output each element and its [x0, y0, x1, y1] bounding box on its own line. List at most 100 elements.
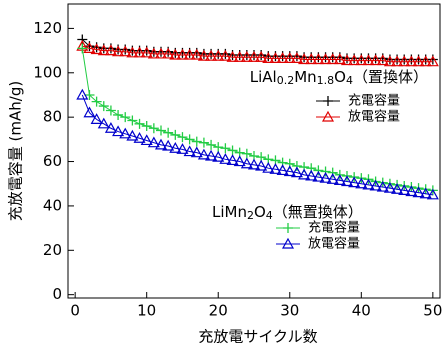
triangle-marker — [283, 52, 296, 63]
triangle-marker — [348, 54, 361, 66]
triangle-marker — [119, 127, 132, 139]
triangle-marker — [169, 48, 182, 60]
triangle-marker — [269, 52, 282, 63]
triangle-marker — [276, 164, 289, 176]
triangle-marker — [262, 52, 275, 63]
triangle-marker — [240, 51, 253, 62]
plus-marker — [206, 139, 217, 150]
triangle-marker — [233, 51, 246, 62]
triangle-marker — [412, 55, 425, 67]
legend-marker — [321, 110, 335, 122]
triangle-marker — [119, 45, 132, 57]
x-tick-label: 10 — [137, 302, 156, 320]
triangle-marker — [90, 43, 103, 55]
plus-marker — [77, 34, 88, 45]
triangle-marker — [97, 44, 110, 56]
triangle-marker — [112, 125, 125, 137]
triangle-marker — [319, 171, 332, 183]
plus-marker — [220, 143, 231, 154]
y-tick-label: 0 — [52, 285, 62, 303]
triangle-marker — [104, 44, 117, 56]
legend-label: 充電容量 — [308, 220, 360, 236]
plus-marker — [184, 134, 195, 145]
y-tick-label: 20 — [43, 241, 62, 259]
triangle-marker — [333, 53, 346, 65]
triangle-marker — [226, 154, 239, 166]
triangle-marker — [233, 155, 246, 167]
triangle-marker — [426, 188, 439, 200]
triangle-marker — [369, 54, 382, 66]
plus-marker — [177, 132, 188, 143]
triangle-marker — [305, 169, 318, 181]
triangle-marker — [276, 52, 289, 63]
triangle-marker — [283, 165, 296, 177]
triangle-marker — [340, 54, 354, 66]
triangle-marker — [219, 153, 232, 164]
triangle-marker — [412, 186, 425, 198]
triangle-marker — [76, 88, 89, 100]
triangle-marker — [183, 48, 196, 60]
triangle-marker — [269, 163, 282, 174]
triangle-marker — [312, 53, 325, 65]
triangle-marker — [319, 53, 332, 65]
triangle-marker — [140, 46, 153, 58]
legend-marker — [283, 223, 293, 233]
triangle-marker — [398, 184, 411, 195]
plus-marker — [320, 166, 331, 177]
y-tick-label: 100 — [33, 63, 62, 81]
triangle-marker — [333, 174, 346, 185]
plus-marker — [98, 101, 109, 112]
x-tick-label: 30 — [280, 302, 299, 320]
triangle-marker — [83, 106, 96, 118]
triangle-marker — [362, 54, 375, 66]
triangle-marker — [126, 46, 139, 58]
y-tick-label: 80 — [43, 108, 62, 126]
plus-marker — [241, 148, 252, 159]
x-tick-label: 20 — [209, 302, 228, 320]
triangle-marker — [312, 170, 325, 182]
triangle-marker — [362, 178, 375, 190]
x-tick-label: 40 — [352, 302, 371, 320]
plus-marker — [291, 160, 302, 171]
subscript: 2 — [247, 209, 254, 222]
triangle-marker — [369, 179, 382, 191]
subscript: 0.2 — [277, 74, 295, 87]
plot-frame — [67, 3, 441, 299]
triangle-marker — [348, 176, 361, 188]
y-tick-label: 60 — [43, 152, 62, 170]
plus-marker — [91, 96, 102, 107]
plus-marker — [105, 105, 116, 116]
triangle-marker — [326, 173, 339, 184]
triangle-marker — [197, 49, 210, 61]
triangle-marker — [90, 113, 103, 124]
triangle-marker — [383, 181, 396, 193]
legend-label: 放電容量 — [348, 109, 400, 125]
triangle-marker — [133, 132, 146, 143]
y-tick-label: 40 — [43, 196, 62, 214]
triangle-marker — [190, 146, 203, 158]
triangle-marker — [376, 180, 389, 192]
triangle-marker — [247, 158, 261, 170]
triangle-marker — [340, 175, 354, 187]
triangle-marker — [255, 159, 268, 171]
triangle-marker — [183, 145, 196, 157]
triangle-marker — [169, 141, 182, 153]
triangle-marker — [162, 139, 175, 151]
triangle-marker — [419, 55, 432, 67]
plus-marker — [313, 165, 324, 176]
triangle-marker — [262, 161, 275, 173]
triangle-marker — [376, 54, 389, 66]
triangle-marker — [147, 136, 160, 148]
plus-marker — [148, 123, 159, 134]
legend-label: 放電容量 — [308, 236, 360, 252]
plus-marker — [170, 129, 181, 140]
triangle-marker — [197, 148, 210, 160]
plus-marker — [120, 112, 131, 123]
triangle-marker — [147, 47, 160, 59]
y-tick-label: 120 — [33, 19, 62, 37]
triangle-marker — [326, 53, 339, 65]
triangle-marker — [290, 52, 303, 63]
title-part: （無置換体） — [273, 203, 363, 221]
triangle-marker — [140, 134, 153, 146]
